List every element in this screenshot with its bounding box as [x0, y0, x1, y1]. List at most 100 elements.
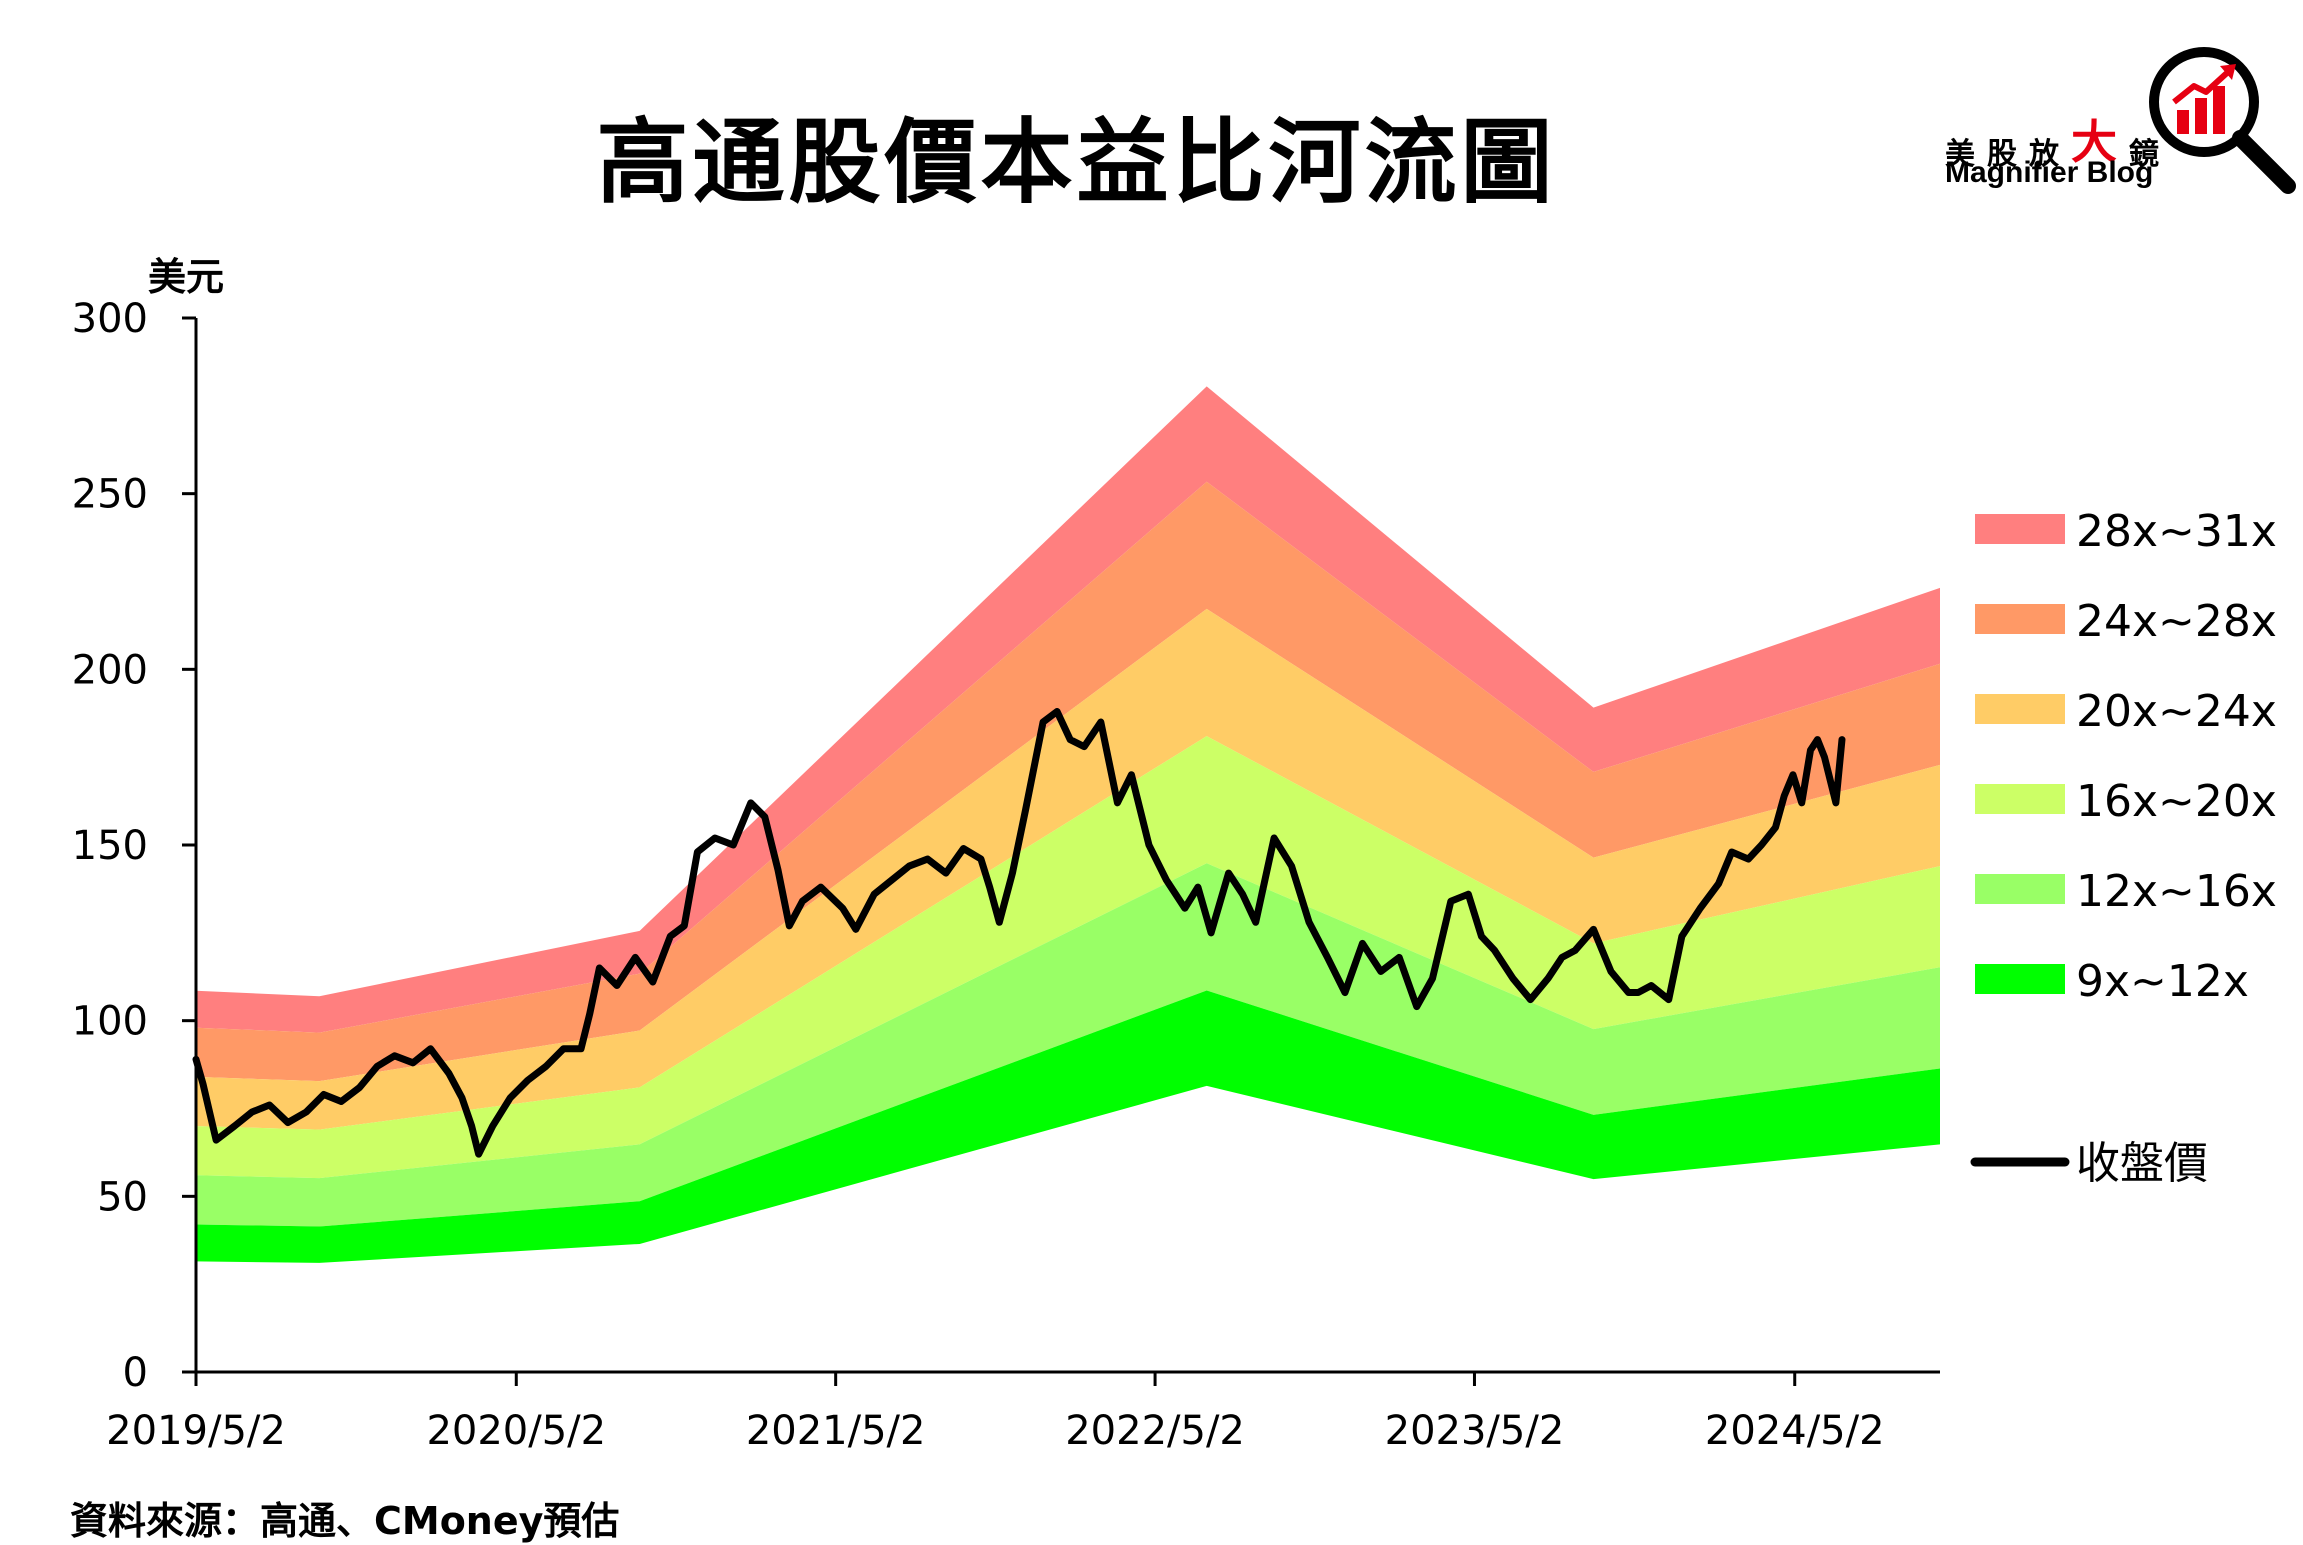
price-point — [1729, 849, 1735, 855]
price-point — [1396, 954, 1402, 960]
price-point — [978, 856, 984, 862]
price-point — [1067, 737, 1073, 743]
price-point — [446, 1070, 452, 1076]
price-point — [853, 926, 859, 932]
price-point — [748, 800, 754, 806]
price-point — [1271, 835, 1277, 841]
x-tick-label: 2023/5/2 — [1385, 1408, 1565, 1454]
price-point — [1559, 954, 1565, 960]
y-tick-label: 0 — [123, 1350, 148, 1396]
price-point — [1378, 968, 1384, 974]
price-point — [775, 867, 781, 873]
y-tick-label: 150 — [72, 823, 148, 869]
y-tick-label: 50 — [97, 1174, 148, 1220]
price-point — [200, 1081, 206, 1087]
price-point — [321, 1091, 327, 1097]
price-point — [840, 905, 846, 911]
brand-cn-suffix: 鏡 — [2129, 137, 2171, 172]
price-point — [1527, 997, 1533, 1003]
price-point — [694, 849, 700, 855]
brand-cn-prefix: 美股放 — [1945, 137, 2071, 172]
price-point — [1146, 842, 1152, 848]
brand-name-cn: 美股放大鏡 — [1945, 112, 2171, 178]
price-point — [667, 933, 673, 939]
price-point — [1289, 863, 1295, 869]
x-tick-label: 2022/5/2 — [1065, 1408, 1245, 1454]
price-point — [338, 1098, 344, 1104]
legend-label: 24x~28x — [2076, 596, 2277, 647]
price-point — [889, 877, 895, 883]
price-point — [762, 814, 768, 820]
price-point — [1821, 754, 1827, 760]
price-point — [1359, 940, 1365, 946]
price-point — [428, 1046, 434, 1052]
price-point — [681, 923, 687, 929]
price-point — [1163, 877, 1169, 883]
price-point — [285, 1120, 291, 1126]
price-point — [374, 1063, 380, 1069]
band-12x~16x — [196, 863, 1940, 1227]
price-point — [632, 954, 638, 960]
x-tick-label: 2021/5/2 — [746, 1408, 926, 1454]
price-point — [357, 1084, 363, 1090]
band-9x~12x — [196, 990, 1940, 1263]
brand-logo: 美股放大鏡 Magnifier Blog — [1945, 112, 2275, 192]
price-point — [1635, 990, 1641, 996]
price-point — [1590, 926, 1596, 932]
price-point — [799, 898, 805, 904]
price-point — [213, 1137, 219, 1143]
price-point — [1098, 719, 1104, 725]
legend-swatch — [1975, 514, 2065, 544]
price-point — [1679, 933, 1685, 939]
price-point — [1790, 772, 1796, 778]
legend-swatch — [1975, 694, 2065, 724]
legend-swatch — [1975, 784, 2065, 814]
legend-label: 16x~20x — [2076, 776, 2277, 827]
price-point — [818, 884, 824, 890]
price-point — [267, 1102, 273, 1108]
price-point — [960, 846, 966, 852]
band-28x~31x — [196, 386, 1940, 1033]
price-point — [1781, 793, 1787, 799]
brand-name-en: Magnifier Blog — [1945, 156, 2154, 189]
y-tick-label: 200 — [72, 647, 148, 693]
price-point — [1040, 719, 1046, 725]
legend: 28x~31x 24x~28x 20x~24x 16x~20x 12x~16x 9x~12… — [1970, 506, 2277, 1189]
price-point — [1772, 824, 1778, 830]
price-point — [786, 923, 792, 929]
price-point — [614, 983, 620, 989]
price-point — [1833, 800, 1839, 806]
brand-cn-big: 大 — [2071, 115, 2129, 169]
price-point — [1625, 990, 1631, 996]
page-title: 高通股價本益比河流圖 — [596, 109, 1557, 216]
price-point — [1448, 898, 1454, 904]
price-point — [476, 1151, 482, 1157]
price-point — [1697, 905, 1703, 911]
x-tick-label: 2024/5/2 — [1705, 1408, 1885, 1454]
price-point — [1608, 968, 1614, 974]
price-point — [1182, 905, 1188, 911]
price-point — [906, 863, 912, 869]
price-line-layer — [192, 707, 1846, 1158]
price-point — [1478, 933, 1484, 939]
y-tick-label: 300 — [72, 296, 148, 342]
price-point — [871, 891, 877, 897]
price-point — [1208, 930, 1214, 936]
price-point — [1128, 772, 1134, 778]
legend-swatch — [1975, 964, 2065, 994]
price-point — [925, 856, 931, 862]
price-point — [561, 1046, 567, 1052]
price-point — [543, 1063, 549, 1069]
price-point — [525, 1077, 531, 1083]
price-point — [1114, 800, 1120, 806]
pe-bands — [196, 386, 1940, 1263]
price-point — [596, 965, 602, 971]
price-point — [1429, 976, 1435, 982]
price-point — [1054, 708, 1060, 714]
legend-swatch — [1975, 604, 2065, 634]
price-point — [469, 1123, 475, 1129]
magnifier-icon — [2149, 47, 2296, 194]
price-point — [1814, 737, 1820, 743]
price-point — [303, 1109, 309, 1115]
y-axis-label: 美元 — [148, 255, 224, 299]
